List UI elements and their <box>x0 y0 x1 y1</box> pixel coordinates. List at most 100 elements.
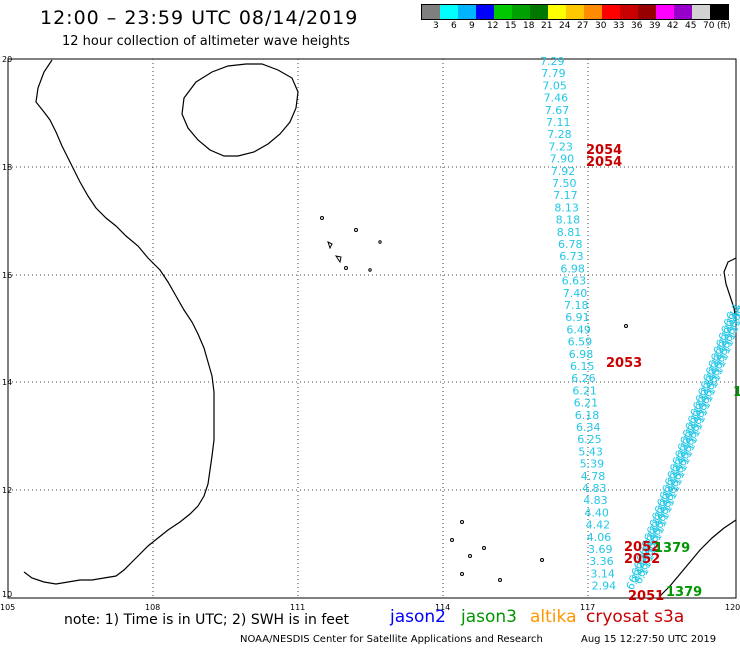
wave-height-value: 7.92 <box>551 165 576 178</box>
scale-swatch <box>566 5 584 19</box>
pass-number-labels: 205420542053205220522051137913791379 <box>586 143 740 604</box>
wave-height-value: 7.90 <box>550 153 575 166</box>
wave-height-value: 8.13 <box>554 201 579 214</box>
latitude-labels: 10 12 14 16 18 20 <box>2 55 12 599</box>
pass-number-label: 2054 <box>586 155 622 170</box>
latitude-label: 10 <box>2 590 12 599</box>
vietnam-coastline <box>23 59 215 585</box>
scale-label: 27 <box>577 21 589 31</box>
wave-height-value: 2.94 <box>592 580 617 593</box>
longitude-label: 120 <box>725 603 740 612</box>
graticule <box>8 59 736 598</box>
wave-height-value: 6.59 <box>568 336 593 349</box>
wave-height-value: 3.36 <box>589 555 614 568</box>
scale-label: 12 <box>487 21 499 31</box>
jason3-pass-label: 1379 <box>654 541 690 556</box>
wave-height-value: 5.43 <box>578 445 603 458</box>
spratly-islands <box>450 324 628 582</box>
scale-swatch <box>422 5 440 19</box>
scale-label: 3 <box>433 21 439 31</box>
wave-height-value: 6.34 <box>576 421 601 434</box>
scale-label: 6 <box>451 21 457 31</box>
scale-swatch <box>656 5 674 19</box>
scale-swatch <box>494 5 512 19</box>
legend-jason3: jason3 <box>461 607 517 627</box>
wave-height-value: 6.98 <box>569 348 594 361</box>
scale-label: 18 <box>523 21 535 31</box>
diagonal-wave-value: 6.1 <box>732 295 740 317</box>
scale-swatch <box>692 5 710 19</box>
timestamp-text: Aug 15 12:27:50 UTC 2019 <box>581 634 717 645</box>
latitude-label: 12 <box>2 486 12 495</box>
scale-label: 33 <box>613 21 625 31</box>
longitude-labels: 105 108 111 114 117 120 <box>0 603 740 612</box>
scale-swatch <box>584 5 602 19</box>
jason3-pass-label: 1379 <box>733 385 740 400</box>
scale-label: 42 <box>667 21 679 31</box>
longitude-label: 111 <box>290 603 305 612</box>
wave-height-value: 7.67 <box>545 104 570 117</box>
wave-height-value: 4.83 <box>582 482 607 495</box>
wave-height-value: 6.63 <box>562 275 587 288</box>
wave-height-value: 4.42 <box>586 519 611 532</box>
palawan-coastline <box>659 519 737 597</box>
pass-number-label: 2052 <box>624 540 660 555</box>
scale-label: 9 <box>469 21 475 31</box>
wave-height-value: 6.15 <box>570 360 595 373</box>
scale-label: 36 <box>631 21 643 31</box>
wave-height-value: 6.25 <box>577 433 602 446</box>
scale-label: 24 <box>559 21 571 31</box>
scale-swatch <box>512 5 530 19</box>
legend-jason2: jason2 <box>390 607 446 627</box>
wave-height-value: 4.78 <box>581 470 606 483</box>
color-scale-labels: 3 6 9 12 15 18 21 24 27 30 33 36 39 42 45 70 (ft) <box>421 21 740 33</box>
pass-number-label: 2052 <box>624 552 660 567</box>
scale-swatch <box>440 5 458 19</box>
wave-height-value: 7.28 <box>547 128 572 141</box>
scale-label: 45 <box>685 21 697 31</box>
latitude-label: 18 <box>2 163 12 172</box>
longitude-label: 114 <box>435 603 450 612</box>
wave-height-value: 7.40 <box>563 287 588 300</box>
wave-height-value: 7.29 <box>540 55 565 68</box>
legend-altika: altika <box>530 607 577 627</box>
map-subtitle: 12 hour collection of altimeter wave hei… <box>62 34 350 49</box>
diagonal-wave-value: 6.1 <box>721 308 740 330</box>
wave-height-value: 6.21 <box>574 397 599 410</box>
wave-height-color-scale <box>421 4 729 20</box>
pass-number-label: 2051 <box>628 589 664 604</box>
map-frame <box>7 58 737 599</box>
wave-height-value: 4.40 <box>584 506 609 519</box>
wave-height-value: 3.69 <box>588 543 613 556</box>
footer-note: note: 1) Time is in UTC; 2) SWH is in fe… <box>64 612 350 628</box>
pass-number-label: 2054 <box>586 143 622 158</box>
wave-height-value: 7.23 <box>548 140 573 153</box>
wave-height-value: 7.05 <box>542 79 567 92</box>
scale-swatch <box>620 5 638 19</box>
wave-height-value: 7.18 <box>564 299 589 312</box>
longitude-label: 117 <box>580 603 595 612</box>
diagonal-wave-value: 6.1 <box>729 302 740 324</box>
credit-text: NOAA/NESDIS Center for Satellite Applica… <box>240 634 543 645</box>
wave-height-value: 8.18 <box>556 214 581 227</box>
wave-height-value: 8.81 <box>557 226 582 239</box>
wave-height-value: 4.83 <box>583 494 608 507</box>
wave-height-value: 6.26 <box>571 372 596 385</box>
scale-swatch <box>476 5 494 19</box>
scale-swatch <box>548 5 566 19</box>
scale-label: 21 <box>541 21 553 31</box>
scale-swatch <box>710 5 728 19</box>
scale-label: 70 <box>703 21 715 31</box>
scale-label: 15 <box>505 21 517 31</box>
scale-label: 39 <box>649 21 661 31</box>
wave-height-value: 6.21 <box>572 384 597 397</box>
longitude-label: 108 <box>145 603 160 612</box>
wave-height-value: 6.98 <box>560 262 585 275</box>
hainan-coastline <box>181 63 299 157</box>
scale-label: (ft) <box>717 21 731 31</box>
wave-height-value: 3.14 <box>590 567 615 580</box>
wave-height-value: 4.06 <box>587 531 612 544</box>
scale-swatch <box>602 5 620 19</box>
